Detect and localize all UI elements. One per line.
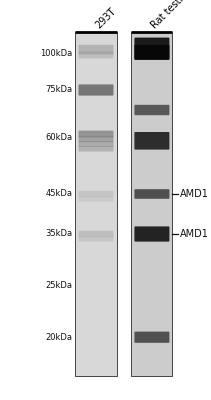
FancyBboxPatch shape xyxy=(134,132,169,150)
Text: AMD1: AMD1 xyxy=(179,229,208,239)
Text: AMD1: AMD1 xyxy=(179,189,208,199)
FancyBboxPatch shape xyxy=(78,191,114,197)
FancyBboxPatch shape xyxy=(134,332,169,343)
FancyBboxPatch shape xyxy=(78,130,114,137)
Text: 45kDa: 45kDa xyxy=(46,190,73,198)
Text: 25kDa: 25kDa xyxy=(46,282,73,290)
Text: 100kDa: 100kDa xyxy=(41,50,73,58)
Text: 293T: 293T xyxy=(94,6,118,30)
FancyBboxPatch shape xyxy=(78,84,114,96)
Text: 20kDa: 20kDa xyxy=(46,334,73,342)
FancyBboxPatch shape xyxy=(134,189,169,199)
Bar xyxy=(76,32,116,376)
FancyBboxPatch shape xyxy=(78,45,114,54)
Bar xyxy=(131,32,173,376)
FancyBboxPatch shape xyxy=(134,45,169,59)
FancyBboxPatch shape xyxy=(134,105,169,115)
Text: 35kDa: 35kDa xyxy=(46,230,73,238)
FancyBboxPatch shape xyxy=(134,38,169,60)
FancyBboxPatch shape xyxy=(78,196,114,202)
Text: 60kDa: 60kDa xyxy=(46,134,73,142)
FancyBboxPatch shape xyxy=(78,231,114,237)
Text: 75kDa: 75kDa xyxy=(46,86,73,94)
FancyBboxPatch shape xyxy=(78,136,114,142)
FancyBboxPatch shape xyxy=(134,226,169,242)
FancyBboxPatch shape xyxy=(78,51,114,58)
FancyBboxPatch shape xyxy=(78,236,114,242)
FancyBboxPatch shape xyxy=(78,146,114,152)
Text: Rat testis: Rat testis xyxy=(150,0,190,30)
FancyBboxPatch shape xyxy=(78,141,114,147)
